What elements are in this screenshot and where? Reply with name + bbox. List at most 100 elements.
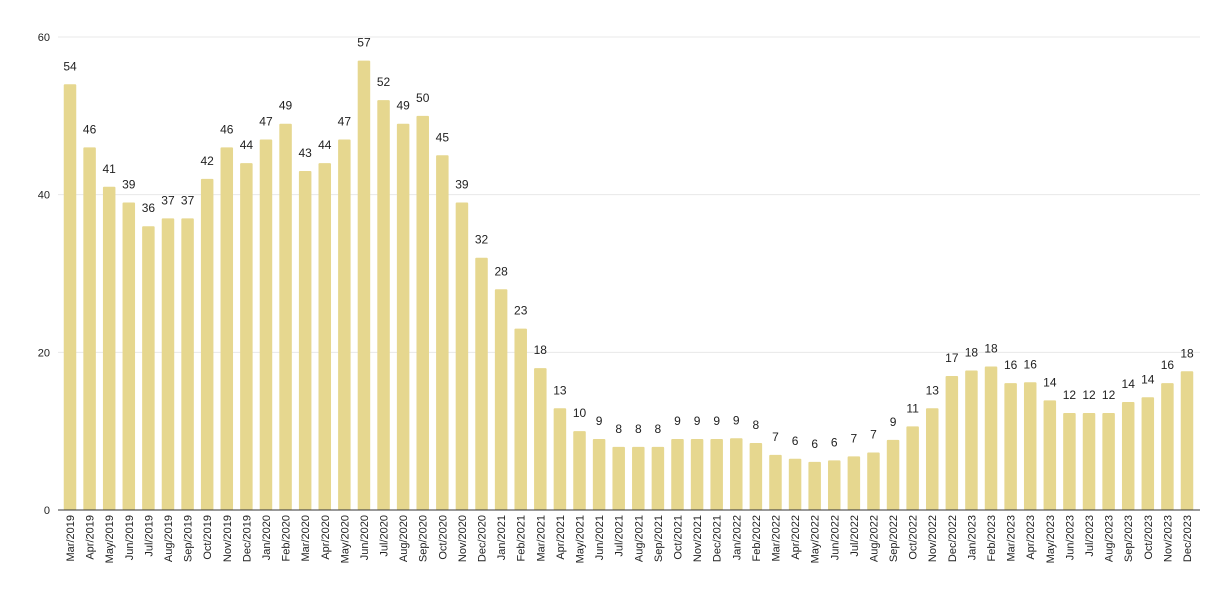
data-label: 45 bbox=[436, 130, 450, 144]
bar bbox=[200, 178, 214, 510]
data-label: 18 bbox=[984, 342, 998, 356]
bar bbox=[396, 123, 410, 510]
x-tick-label: Mar/2022 bbox=[770, 515, 782, 561]
data-label: 39 bbox=[455, 178, 469, 192]
bar bbox=[83, 147, 96, 510]
bar bbox=[142, 226, 155, 510]
bar bbox=[867, 452, 880, 510]
x-tick-label: Dec/2021 bbox=[712, 515, 724, 562]
x-axis: Mar/2019 Apr/2019 May/2019 Jun/2019 Jul/2019… bbox=[65, 515, 1194, 563]
bar bbox=[690, 439, 704, 510]
data-label: 49 bbox=[279, 99, 293, 113]
bar bbox=[102, 186, 116, 511]
x-tick-label: Jul/2021 bbox=[614, 515, 626, 557]
bar bbox=[1121, 401, 1135, 510]
data-label: 46 bbox=[220, 122, 234, 136]
x-tick-label: Sep/2022 bbox=[888, 515, 900, 562]
data-label: 18 bbox=[965, 345, 979, 359]
bar bbox=[788, 458, 802, 510]
bar bbox=[710, 439, 723, 510]
data-label: 12 bbox=[1082, 388, 1096, 402]
y-tick-label: 40 bbox=[38, 190, 50, 202]
bar bbox=[416, 115, 429, 510]
data-label: 9 bbox=[733, 413, 740, 427]
bar bbox=[808, 461, 821, 510]
data-label: 42 bbox=[200, 154, 214, 168]
y-axis: 0 20 40 60 bbox=[38, 32, 50, 517]
data-label: 41 bbox=[103, 162, 117, 176]
x-tick-label: Dec/2022 bbox=[947, 515, 959, 562]
bar bbox=[592, 439, 606, 510]
x-tick-label: Jan/2022 bbox=[731, 515, 743, 560]
x-tick-label: Oct/2021 bbox=[672, 515, 684, 560]
bar bbox=[161, 218, 175, 511]
bar bbox=[906, 426, 919, 510]
data-label: 8 bbox=[655, 422, 662, 436]
data-label: 50 bbox=[416, 91, 430, 105]
data-label: 18 bbox=[534, 343, 548, 357]
x-tick-label: Oct/2022 bbox=[908, 515, 920, 560]
x-tick-label: Jul/2023 bbox=[1084, 515, 1096, 557]
x-tick-label: Feb/2021 bbox=[516, 515, 528, 561]
bar bbox=[436, 155, 449, 510]
x-tick-label: Sep/2023 bbox=[1123, 515, 1135, 562]
bar bbox=[671, 439, 684, 510]
data-label: 46 bbox=[83, 122, 97, 136]
data-label: 32 bbox=[475, 233, 489, 247]
x-tick-label: Feb/2020 bbox=[281, 515, 293, 561]
x-tick-label: Mar/2021 bbox=[535, 515, 547, 561]
x-tick-label: Nov/2019 bbox=[222, 515, 234, 562]
bar bbox=[553, 408, 567, 510]
x-tick-label: May/2022 bbox=[810, 515, 822, 563]
bar bbox=[612, 446, 625, 510]
x-tick-label: Sep/2020 bbox=[418, 515, 430, 562]
data-label: 49 bbox=[396, 99, 410, 113]
bar bbox=[1141, 397, 1155, 510]
data-label: 12 bbox=[1102, 388, 1116, 402]
bar bbox=[886, 439, 900, 510]
bar bbox=[1102, 413, 1115, 510]
bar bbox=[1063, 413, 1076, 510]
x-tick-label: Apr/2022 bbox=[790, 515, 802, 560]
x-tick-label: Aug/2023 bbox=[1104, 515, 1116, 562]
data-label: 43 bbox=[298, 146, 312, 160]
x-tick-label: Aug/2021 bbox=[633, 515, 645, 562]
bar bbox=[357, 60, 371, 511]
x-tick-label: Mar/2020 bbox=[300, 515, 312, 561]
x-tick-label: May/2020 bbox=[339, 515, 351, 563]
data-label: 7 bbox=[772, 430, 779, 444]
data-label: 17 bbox=[945, 351, 959, 365]
x-tick-label: Nov/2023 bbox=[1162, 515, 1174, 562]
x-tick-label: Jul/2020 bbox=[379, 515, 391, 557]
bar bbox=[1180, 371, 1194, 510]
x-tick-label: Feb/2022 bbox=[751, 515, 763, 561]
data-label: 37 bbox=[181, 193, 195, 207]
data-label: 28 bbox=[494, 264, 508, 278]
bar bbox=[63, 84, 77, 511]
data-label: 8 bbox=[753, 418, 760, 432]
bar bbox=[847, 456, 861, 510]
x-tick-label: Apr/2023 bbox=[1025, 515, 1037, 560]
x-tick-label: May/2019 bbox=[104, 515, 116, 563]
data-label: 9 bbox=[694, 414, 701, 428]
bar bbox=[925, 408, 939, 510]
bar bbox=[965, 370, 978, 510]
data-label: 14 bbox=[1043, 375, 1057, 389]
bar bbox=[240, 163, 253, 510]
data-label: 6 bbox=[831, 435, 838, 449]
data-label: 37 bbox=[161, 193, 175, 207]
bar bbox=[984, 366, 998, 510]
data-label: 47 bbox=[338, 114, 352, 128]
data-label: 8 bbox=[635, 422, 642, 436]
bar bbox=[769, 454, 782, 510]
data-label: 39 bbox=[122, 178, 136, 192]
bar bbox=[475, 257, 488, 510]
data-label: 12 bbox=[1063, 388, 1077, 402]
x-tick-label: Sep/2021 bbox=[653, 515, 665, 562]
data-label: 18 bbox=[1180, 346, 1194, 360]
data-label: 13 bbox=[553, 383, 567, 397]
x-tick-label: Aug/2019 bbox=[163, 515, 175, 562]
bar bbox=[1023, 382, 1037, 510]
data-label: 16 bbox=[1161, 358, 1175, 372]
x-tick-label: Apr/2020 bbox=[320, 515, 332, 560]
